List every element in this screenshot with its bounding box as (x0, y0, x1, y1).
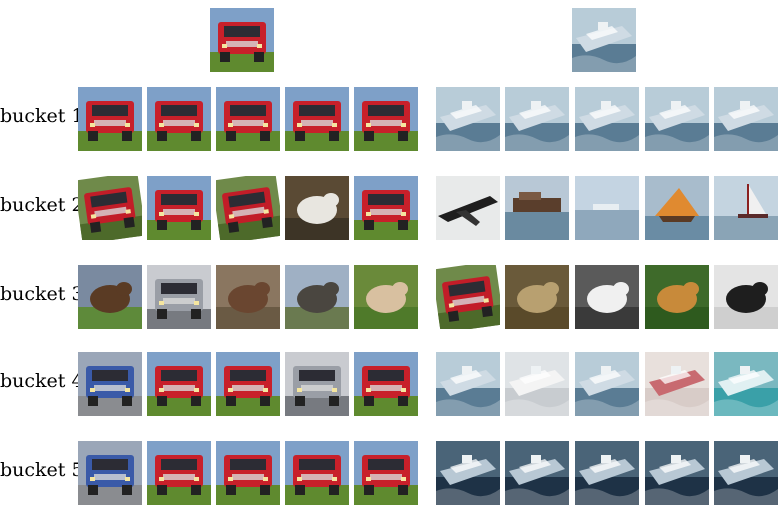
retrieved-image-truck-set (78, 441, 142, 505)
retrieved-image-ship-set (436, 176, 500, 240)
retrieved-image-ship-set (575, 265, 639, 329)
retrieved-image-ship-set (505, 441, 569, 505)
query-image-truck (210, 8, 274, 72)
retrieved-image-truck-set (354, 265, 418, 329)
retrieved-image-truck-set (216, 176, 280, 240)
retrieved-image-ship-set (714, 441, 778, 505)
retrieved-image-truck-set (216, 352, 280, 416)
retrieved-image-ship-set (505, 265, 569, 329)
retrieved-image-truck-set (285, 441, 349, 505)
retrieved-image-ship-set (645, 87, 709, 151)
retrieved-image-ship-set (436, 352, 500, 416)
retrieved-image-ship-set (505, 352, 569, 416)
retrieved-image-ship-set (714, 87, 778, 151)
retrieved-image-truck-set (354, 352, 418, 416)
retrieved-image-ship-set (645, 176, 709, 240)
retrieved-image-ship-set (714, 176, 778, 240)
retrieved-image-truck-set (147, 265, 211, 329)
bucket-label: bucket 2 (0, 194, 84, 216)
bucket-label: bucket 5 (0, 459, 84, 481)
retrieved-image-truck-set (285, 176, 349, 240)
retrieved-image-truck-set (354, 176, 418, 240)
retrieved-image-truck-set (285, 87, 349, 151)
retrieved-image-ship-set (714, 352, 778, 416)
retrieved-image-truck-set (78, 352, 142, 416)
retrieved-image-ship-set (575, 352, 639, 416)
bucket-label: bucket 1 (0, 105, 84, 127)
query-image-ship (572, 8, 636, 72)
retrieved-image-ship-set (505, 176, 569, 240)
retrieved-image-truck-set (216, 441, 280, 505)
retrieved-image-truck-set (147, 176, 211, 240)
retrieved-image-truck-set (147, 87, 211, 151)
retrieved-image-truck-set (147, 441, 211, 505)
retrieved-image-truck-set (216, 87, 280, 151)
retrieved-image-truck-set (78, 87, 142, 151)
retrieved-image-truck-set (78, 176, 142, 240)
retrieved-image-truck-set (354, 441, 418, 505)
bucket-label: bucket 4 (0, 370, 84, 392)
retrieved-image-ship-set (436, 265, 500, 329)
retrieved-image-ship-set (505, 87, 569, 151)
retrieved-image-ship-set (436, 87, 500, 151)
retrieved-image-truck-set (285, 352, 349, 416)
retrieved-image-ship-set (575, 87, 639, 151)
retrieved-image-ship-set (645, 441, 709, 505)
retrieved-image-ship-set (645, 265, 709, 329)
retrieved-image-truck-set (147, 352, 211, 416)
retrieved-image-truck-set (78, 265, 142, 329)
retrieved-image-ship-set (436, 441, 500, 505)
bucket-label: bucket 3 (0, 283, 84, 305)
retrieved-image-truck-set (216, 265, 280, 329)
retrieved-image-truck-set (285, 265, 349, 329)
retrieved-image-ship-set (714, 265, 778, 329)
retrieved-image-ship-set (575, 176, 639, 240)
retrieved-image-ship-set (645, 352, 709, 416)
retrieved-image-truck-set (354, 87, 418, 151)
retrieved-image-ship-set (575, 441, 639, 505)
